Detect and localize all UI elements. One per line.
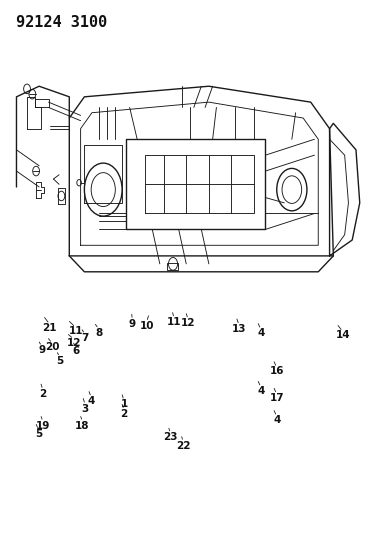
Text: 12: 12 <box>66 338 81 348</box>
Text: 12: 12 <box>181 318 195 328</box>
Text: 9: 9 <box>129 319 136 329</box>
Text: 92124 3100: 92124 3100 <box>16 14 108 30</box>
Text: 5: 5 <box>35 429 42 439</box>
Text: 22: 22 <box>176 441 190 451</box>
Text: 10: 10 <box>139 321 154 331</box>
Text: 6: 6 <box>73 346 80 357</box>
Text: 9: 9 <box>38 345 45 356</box>
Text: 18: 18 <box>75 421 90 431</box>
Text: 19: 19 <box>36 421 50 431</box>
Text: 4: 4 <box>257 386 264 396</box>
Text: 2: 2 <box>120 409 128 419</box>
Text: 7: 7 <box>81 333 89 343</box>
Text: 14: 14 <box>336 330 350 341</box>
Text: 4: 4 <box>273 415 280 425</box>
Text: 4: 4 <box>87 396 95 406</box>
Text: 17: 17 <box>269 393 284 403</box>
Text: 21: 21 <box>43 323 57 333</box>
Text: 23: 23 <box>163 432 177 442</box>
Text: 4: 4 <box>257 328 264 338</box>
Bar <box>167 263 178 270</box>
Text: 16: 16 <box>269 367 284 376</box>
Text: 8: 8 <box>95 328 102 338</box>
Text: 13: 13 <box>232 324 246 334</box>
Text: 5: 5 <box>56 356 63 366</box>
Text: 20: 20 <box>45 342 60 352</box>
Text: 11: 11 <box>68 326 83 336</box>
Text: 1: 1 <box>120 399 128 409</box>
Text: 2: 2 <box>39 389 46 399</box>
Text: 3: 3 <box>81 403 89 414</box>
Text: 11: 11 <box>167 317 181 327</box>
